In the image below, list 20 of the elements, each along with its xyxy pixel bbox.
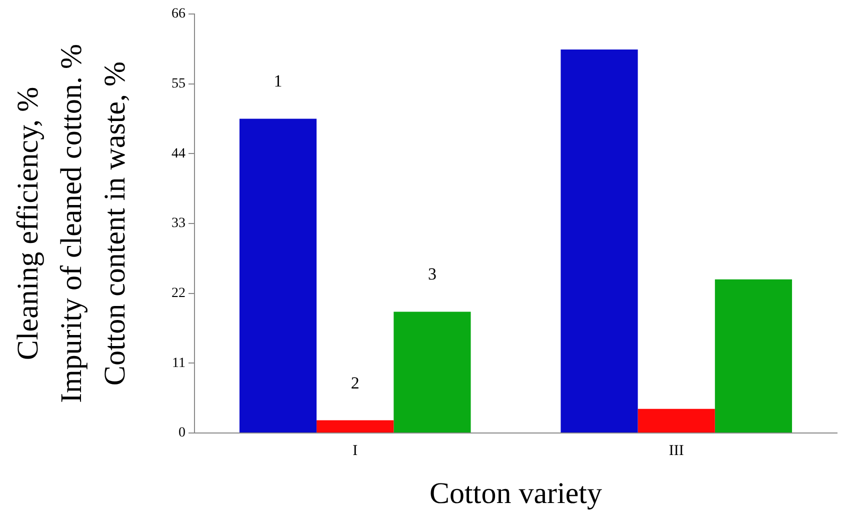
- series-label: 2: [350, 373, 360, 392]
- series-label: 3: [428, 264, 436, 284]
- x-tick-label: III: [668, 442, 684, 459]
- y-tick-label: 66: [172, 6, 186, 22]
- series-label: 1: [274, 72, 282, 91]
- y-tick-label: 55: [172, 76, 186, 92]
- bar: [714, 279, 792, 432]
- y-tick-label: 22: [172, 286, 186, 302]
- y-axis-title: Cleaning efficiency, % Impurity of cleaned cotton. % Cotton content in waste, %: [12, 44, 132, 404]
- y-tick-label: 11: [172, 356, 186, 371]
- bar: [239, 118, 317, 432]
- y-tick-label: 0: [178, 426, 186, 441]
- y-tick-label: 33: [172, 216, 186, 232]
- x-axis-title: Cotton variety: [430, 476, 602, 510]
- bar: [316, 420, 394, 432]
- bar: [638, 408, 715, 432]
- y-tick-label: 44: [172, 146, 186, 162]
- bar: [394, 312, 471, 432]
- bar: [560, 50, 638, 432]
- x-tick-label: I: [352, 442, 358, 459]
